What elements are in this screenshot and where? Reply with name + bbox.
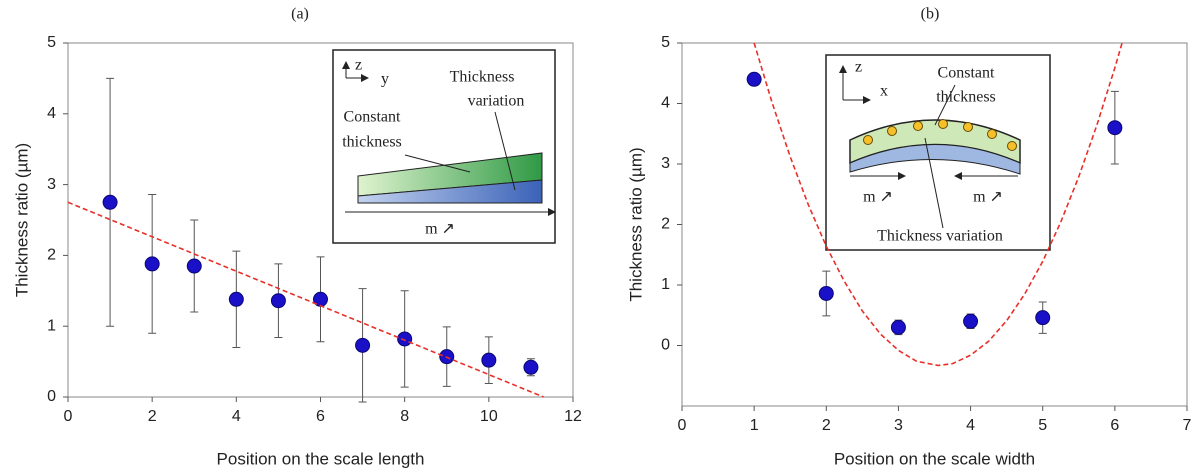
inset-label: variation bbox=[468, 93, 525, 110]
inset-a bbox=[332, 49, 556, 244]
inset-label: thickness bbox=[936, 89, 996, 106]
y-tick-label: 2 bbox=[47, 247, 56, 264]
x-tick-label: 4 bbox=[232, 408, 241, 425]
x-tick-label: 1 bbox=[750, 417, 759, 434]
x-tick-label: 6 bbox=[316, 408, 325, 425]
inset-label: m ↗ bbox=[425, 221, 455, 238]
x-tick-label: 2 bbox=[148, 408, 157, 425]
x-tick-label: 7 bbox=[1183, 417, 1192, 434]
x-tick-label: 6 bbox=[1110, 417, 1119, 434]
y-tick-label: 3 bbox=[47, 176, 56, 193]
y-axis-label: Thickness ratio (µm) bbox=[626, 147, 645, 301]
y-tick-label: 1 bbox=[661, 276, 670, 293]
data-point bbox=[523, 359, 539, 375]
x-tick-label: 0 bbox=[64, 408, 73, 425]
y-axis-label: Thickness ratio (µm) bbox=[12, 143, 31, 297]
data-point bbox=[102, 194, 118, 210]
fit-line bbox=[753, 42, 1123, 367]
inset-label: Thickness bbox=[450, 69, 515, 86]
inset-label: thickness bbox=[342, 134, 402, 151]
y-tick-label: 0 bbox=[47, 388, 56, 405]
y-tick-label: 0 bbox=[661, 337, 670, 354]
y-tick-label: 1 bbox=[47, 317, 56, 334]
data-point bbox=[270, 293, 286, 309]
inset-label: m ↗ bbox=[973, 189, 1003, 206]
x-tick-label: 3 bbox=[894, 417, 903, 434]
y-tick-label: 5 bbox=[661, 34, 670, 51]
x-tick-label: 0 bbox=[678, 417, 687, 434]
inset-label: Constant bbox=[938, 65, 995, 82]
inset-label: x bbox=[880, 83, 888, 100]
chart-title: (b) bbox=[921, 6, 940, 23]
x-axis-label: Position on the scale width bbox=[834, 449, 1035, 468]
x-tick-label: 10 bbox=[480, 408, 498, 425]
inset-label: Thickness variation bbox=[877, 228, 1003, 245]
data-point bbox=[818, 285, 834, 301]
y-tick-label: 3 bbox=[661, 155, 670, 172]
inset-label: Constant bbox=[344, 109, 401, 126]
inset-label: z bbox=[355, 57, 362, 74]
x-tick-label: 8 bbox=[400, 408, 409, 425]
x-axis-label: Position on the scale length bbox=[217, 449, 425, 468]
x-tick-label: 12 bbox=[564, 408, 582, 425]
fit-line bbox=[67, 201, 544, 398]
data-point bbox=[890, 319, 906, 335]
y-tick-label: 4 bbox=[661, 95, 670, 112]
data-point bbox=[397, 331, 413, 347]
data-point bbox=[1107, 120, 1123, 136]
data-point bbox=[481, 352, 497, 368]
data-point bbox=[144, 256, 160, 272]
data-point bbox=[228, 291, 244, 307]
inset-b bbox=[825, 54, 1051, 251]
data-point bbox=[186, 258, 202, 274]
data-point bbox=[355, 337, 371, 353]
y-tick-label: 4 bbox=[47, 105, 56, 122]
x-tick-label: 5 bbox=[1038, 417, 1047, 434]
data-point bbox=[1035, 310, 1051, 326]
inset-label: m ↗ bbox=[863, 189, 893, 206]
x-tick-label: 4 bbox=[966, 417, 975, 434]
data-point bbox=[746, 71, 762, 87]
y-tick-label: 5 bbox=[47, 34, 56, 51]
data-point bbox=[963, 313, 979, 329]
inset-label: y bbox=[381, 71, 389, 88]
x-tick-label: 2 bbox=[822, 417, 831, 434]
y-tick-label: 2 bbox=[661, 216, 670, 233]
inset-label: z bbox=[855, 59, 862, 76]
chart-title: (a) bbox=[291, 6, 309, 23]
